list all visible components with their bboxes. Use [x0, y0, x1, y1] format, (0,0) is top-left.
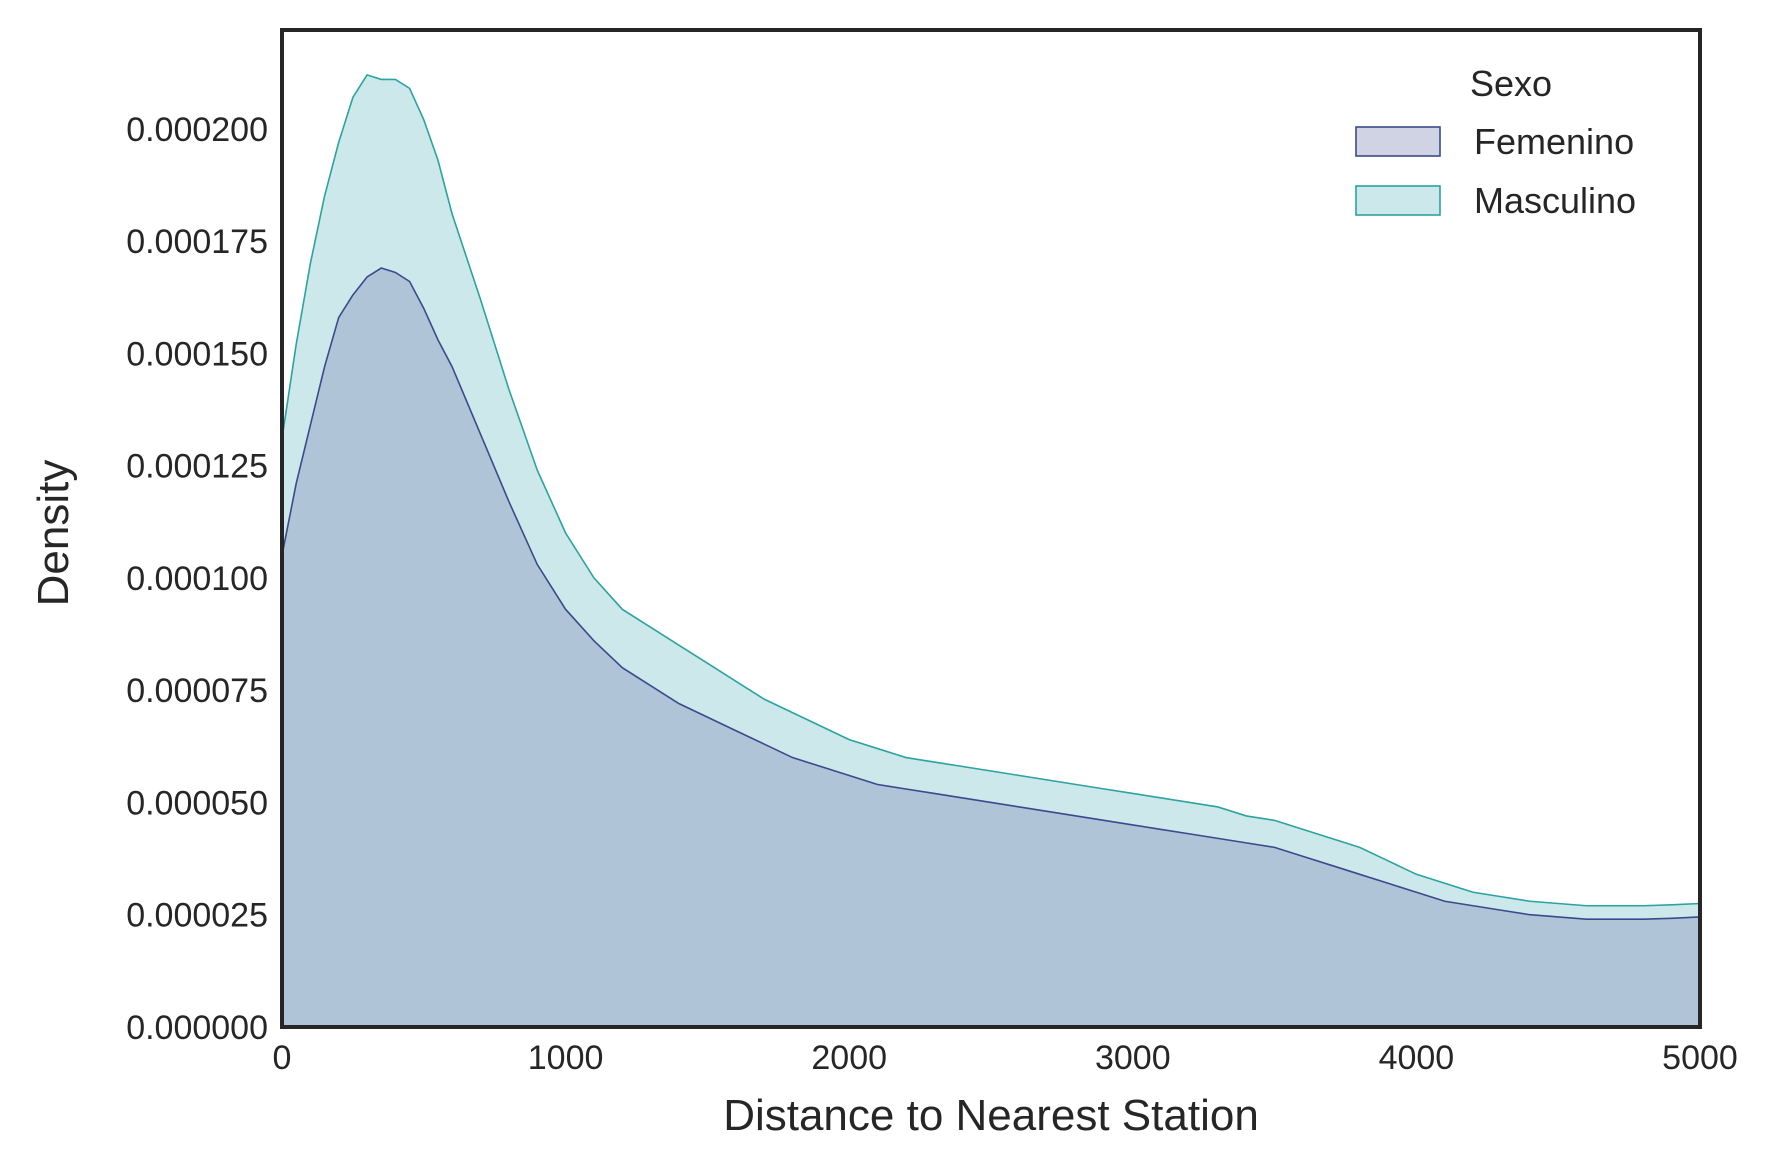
plot-areas	[281, 73, 1701, 1027]
y-tick-label: 0.000075	[126, 672, 268, 710]
legend-label-masculino: Masculino	[1474, 180, 1636, 221]
y-tick-label: 0.000050	[126, 784, 268, 822]
line-masculino	[281, 73, 1701, 907]
y-tick-label: 0.000150	[126, 335, 268, 373]
x-tick-label: 4000	[1379, 1039, 1455, 1077]
legend-swatch-masculino	[1355, 185, 1441, 216]
line-femenino	[281, 267, 1701, 921]
x-tick-label: 1000	[528, 1039, 604, 1077]
x-tick-label: 0	[273, 1039, 292, 1077]
y-axis-label: Density	[29, 460, 78, 607]
y-tick-label: 0.000175	[126, 223, 268, 261]
x-tick-label: 5000	[1662, 1039, 1738, 1077]
y-tick-label: 0.000000	[126, 1009, 268, 1047]
y-tick-label: 0.000125	[126, 448, 268, 486]
x-tick-label: 3000	[1095, 1039, 1171, 1077]
legend-swatch-femenino	[1355, 126, 1441, 157]
legend-items: Femenino Masculino	[1355, 121, 1636, 221]
legend: Sexo Femenino Masculino	[1355, 63, 1636, 221]
y-tick-label: 0.000100	[126, 560, 268, 598]
plot-frame	[280, 28, 1702, 1029]
x-tick-label: 2000	[811, 1039, 887, 1077]
legend-title: Sexo	[1470, 63, 1552, 104]
area-femenino	[282, 268, 1700, 1027]
y-tick-label: 0.000025	[126, 897, 268, 935]
y-axis-ticks: 0.000000 0.000025 0.000050 0.000075 0.000100…	[126, 111, 268, 1047]
legend-label-femenino: Femenino	[1474, 121, 1634, 162]
x-axis-ticks: 0 1000 2000 3000 4000 5000	[273, 1039, 1738, 1077]
y-tick-label: 0.000200	[126, 111, 268, 149]
x-axis-label: Distance to Nearest Station	[723, 1091, 1259, 1140]
